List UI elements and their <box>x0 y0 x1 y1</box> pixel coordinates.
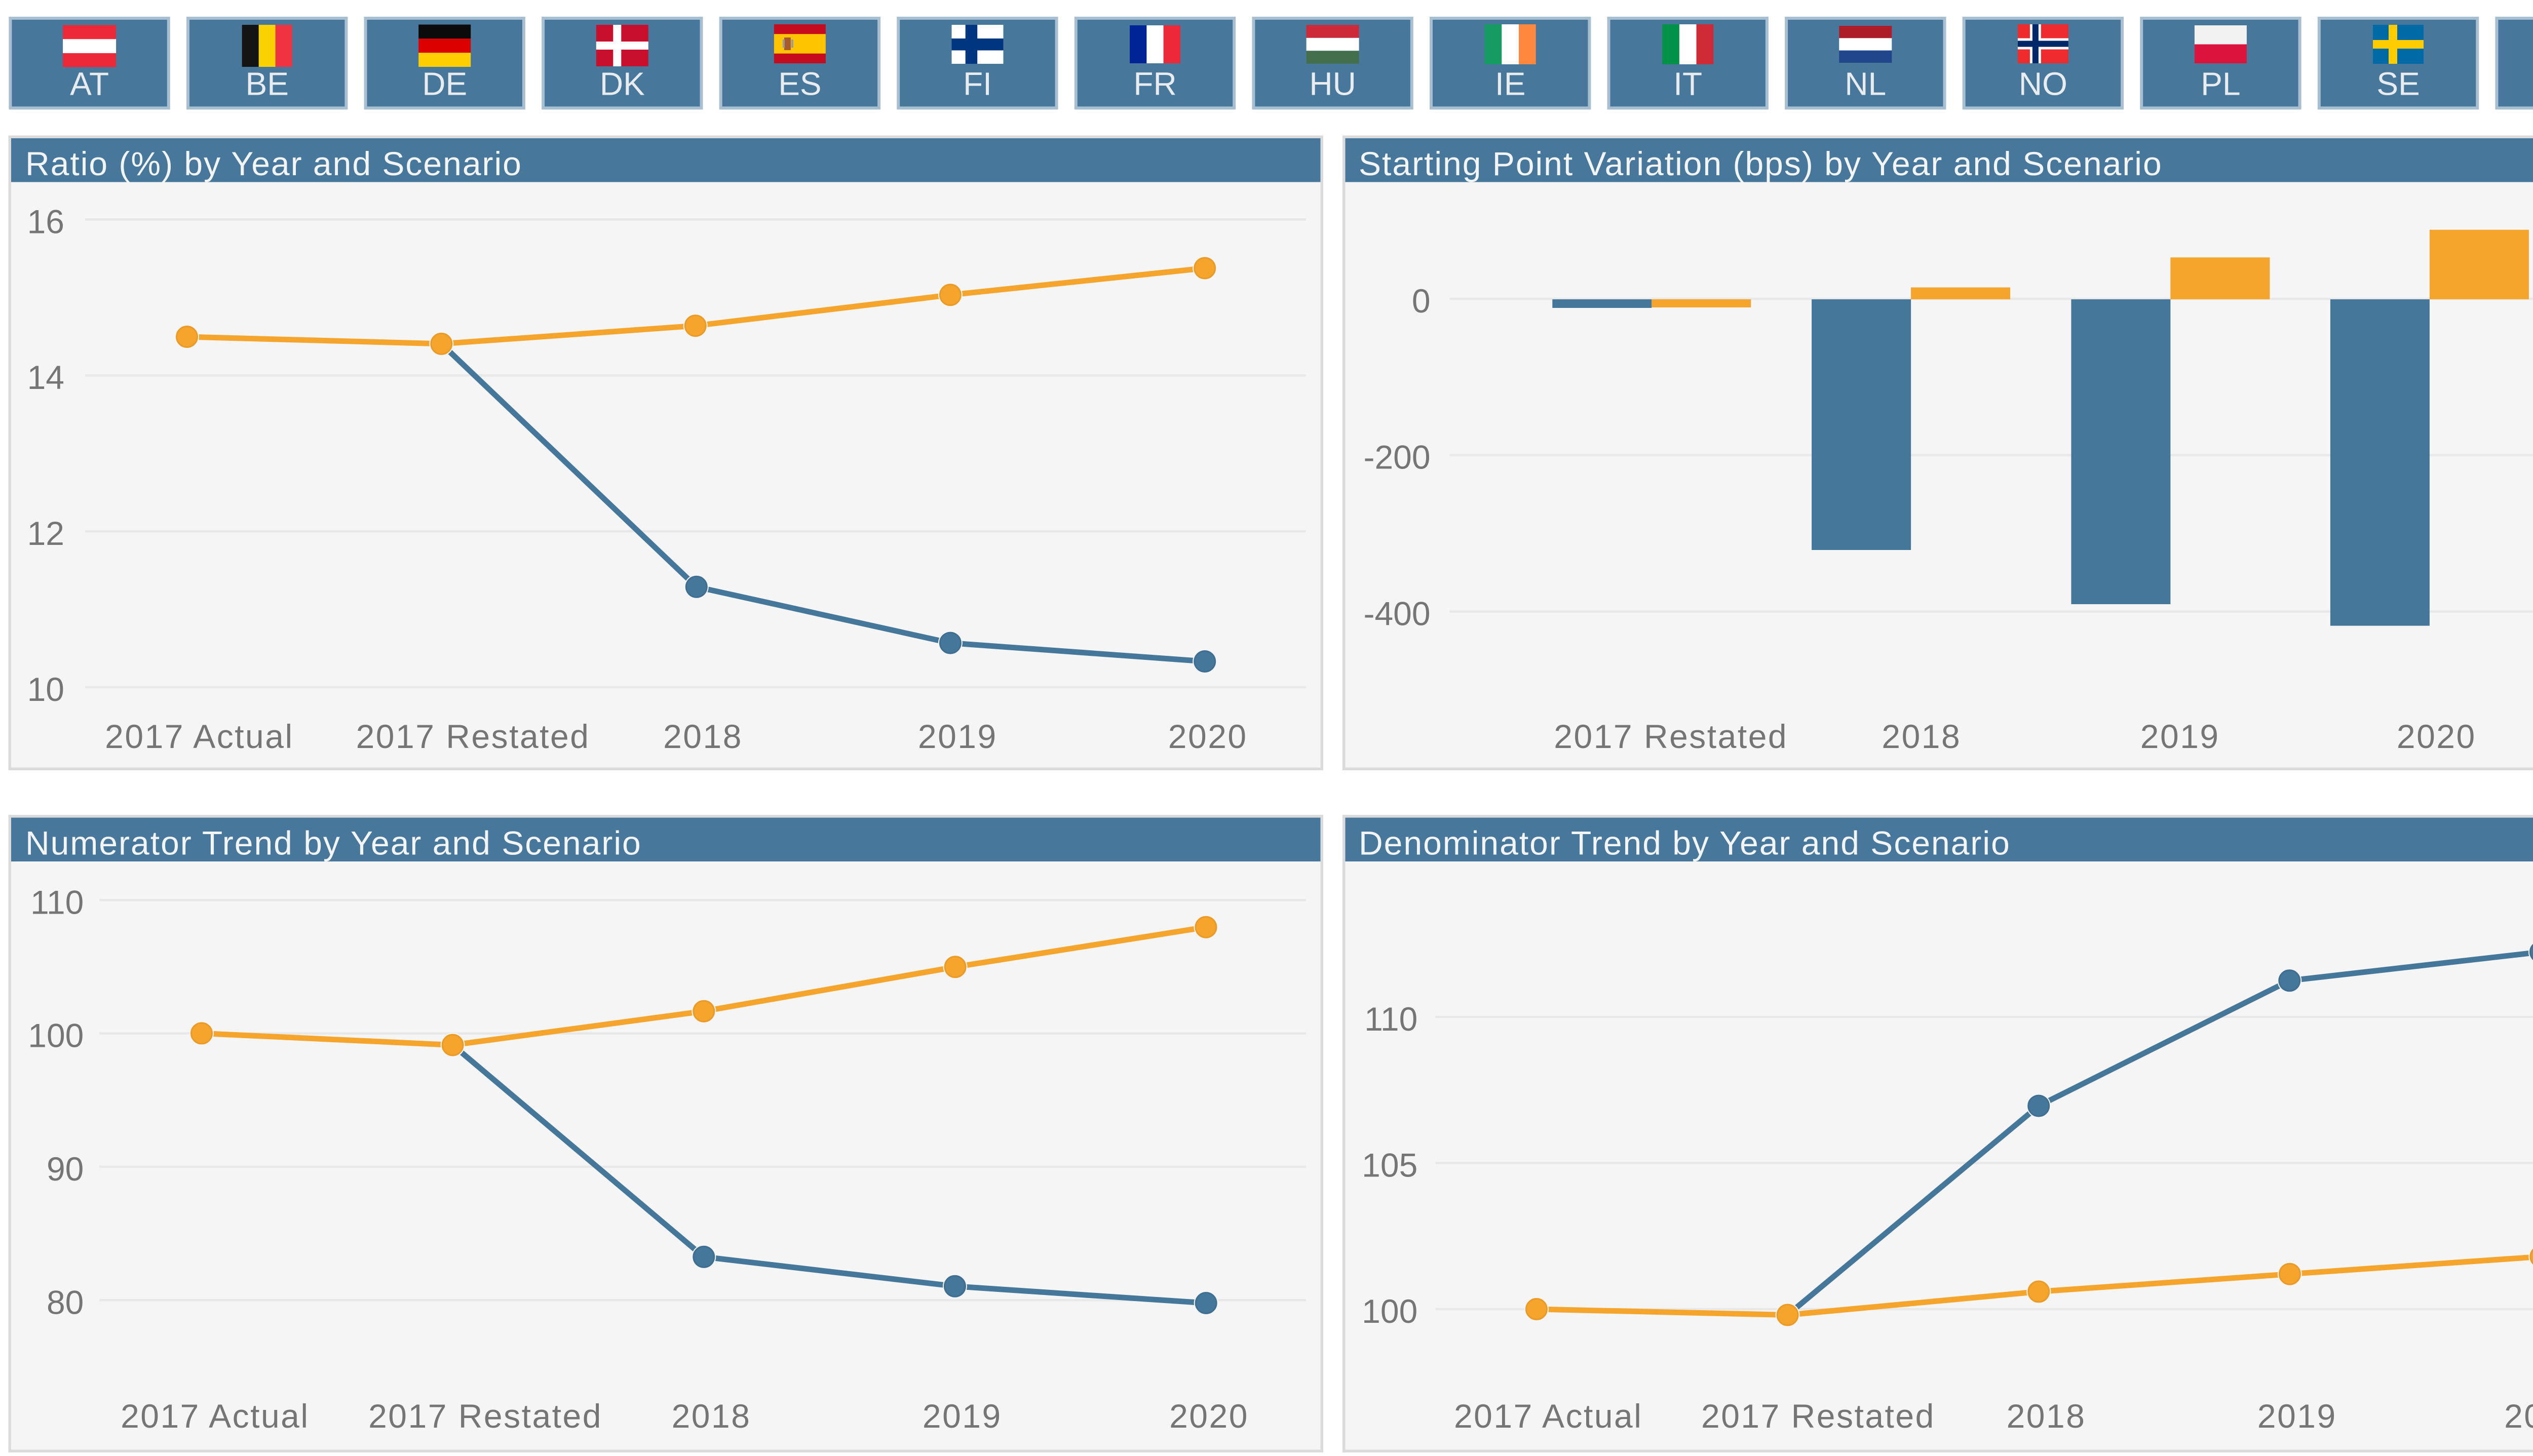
svg-text:2018: 2018 <box>672 1397 751 1435</box>
svg-text:2019: 2019 <box>923 1397 1002 1435</box>
svg-text:2017 Actual: 2017 Actual <box>1454 1397 1642 1435</box>
svg-text:ES: ES <box>778 66 821 102</box>
svg-text:10: 10 <box>27 671 64 708</box>
svg-text:2017 Actual: 2017 Actual <box>105 718 293 755</box>
svg-text:AT: AT <box>70 66 109 102</box>
svg-text:BE: BE <box>246 66 289 102</box>
svg-text:90: 90 <box>47 1150 84 1188</box>
svg-text:FI: FI <box>963 66 992 102</box>
svg-text:100: 100 <box>1362 1292 1417 1330</box>
svg-text:2019: 2019 <box>918 718 997 755</box>
svg-text:HU: HU <box>1309 66 1356 102</box>
svg-text:SE: SE <box>2376 66 2420 102</box>
svg-text:105: 105 <box>1362 1147 1417 1184</box>
svg-text:110: 110 <box>1364 1000 1417 1038</box>
svg-text:2018: 2018 <box>663 718 743 755</box>
svg-text:IE: IE <box>1495 66 1525 102</box>
svg-text:-200: -200 <box>1363 439 1430 476</box>
svg-text:16: 16 <box>27 203 64 240</box>
svg-text:14: 14 <box>27 359 64 396</box>
svg-text:2020: 2020 <box>2504 1397 2533 1435</box>
svg-text:IT: IT <box>1673 66 1702 102</box>
svg-text:NL: NL <box>1845 66 1886 102</box>
svg-text:0: 0 <box>1412 282 1431 320</box>
svg-text:2018: 2018 <box>2007 1397 2086 1435</box>
svg-text:NO: NO <box>2019 66 2067 102</box>
svg-text:2020: 2020 <box>2397 718 2476 755</box>
svg-text:Denominator Trend by Year and: Denominator Trend by Year and Scenario <box>1359 824 2011 862</box>
svg-text:PL: PL <box>2201 66 2240 102</box>
svg-text:DE: DE <box>422 66 467 102</box>
svg-text:80: 80 <box>47 1283 84 1321</box>
svg-text:2018: 2018 <box>1882 718 1961 755</box>
svg-text:2019: 2019 <box>2257 1397 2337 1435</box>
svg-text:-400: -400 <box>1363 595 1430 633</box>
svg-text:Starting Point Variation (bps): Starting Point Variation (bps) by Year a… <box>1359 145 2163 182</box>
svg-text:2020: 2020 <box>1169 1397 1249 1435</box>
svg-text:Ratio (%) by Year and Scenario: Ratio (%) by Year and Scenario <box>25 145 522 182</box>
svg-text:Numerator Trend by Year and Sc: Numerator Trend by Year and Scenario <box>25 824 642 862</box>
svg-text:12: 12 <box>27 515 64 552</box>
svg-text:100: 100 <box>28 1017 84 1054</box>
svg-text:2020: 2020 <box>1168 718 1248 755</box>
svg-text:2017 Restated: 2017 Restated <box>1701 1397 1935 1435</box>
svg-text:2019: 2019 <box>2140 718 2220 755</box>
svg-text:2017 Restated: 2017 Restated <box>356 718 590 755</box>
svg-text:2017 Actual: 2017 Actual <box>121 1397 309 1435</box>
svg-text:110: 110 <box>30 883 84 921</box>
svg-text:2017 Restated: 2017 Restated <box>368 1397 602 1435</box>
svg-text:DK: DK <box>600 66 645 102</box>
svg-text:2017 Restated: 2017 Restated <box>1554 718 1788 755</box>
svg-text:FR: FR <box>1133 66 1176 102</box>
